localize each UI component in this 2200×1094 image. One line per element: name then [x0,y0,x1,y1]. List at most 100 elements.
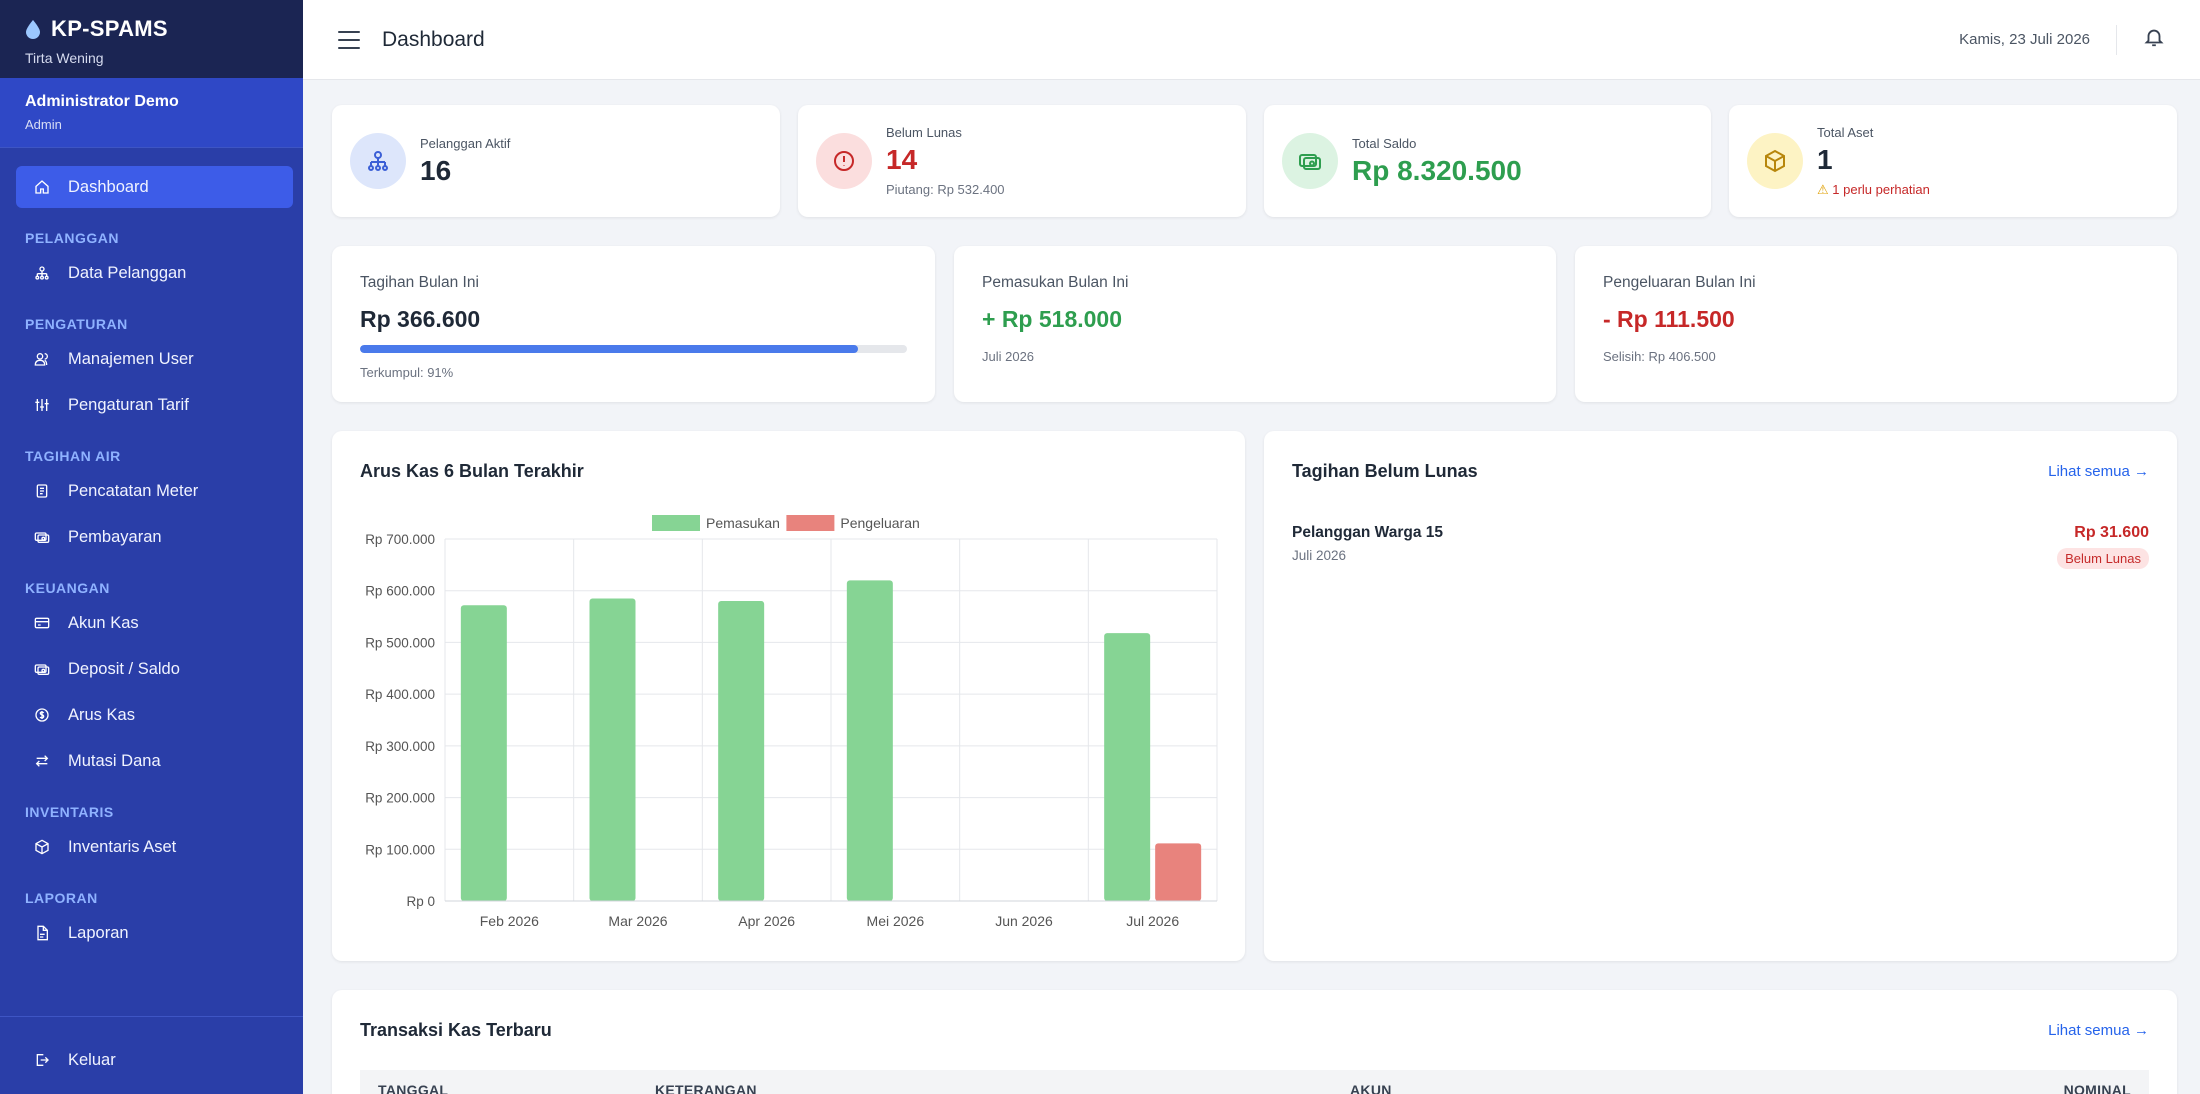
y-tick-label: Rp 700.000 [365,532,435,547]
logout-icon [34,1052,50,1068]
stat-label: Belum Lunas [886,125,962,140]
collection-progress-bar [360,345,907,353]
list-item[interactable]: Pelanggan Warga 15 Juli 2026 Rp 31.600 B… [1292,524,2149,569]
sidebar-item-deposit[interactable]: Deposit / Saldo [16,648,293,690]
y-tick-label: Rp 300.000 [365,739,435,754]
home-icon [34,179,50,195]
nav-section-laporan: LAPORAN [25,890,98,906]
nav-section-keuangan: KEUANGAN [25,580,110,596]
sidebar: KP-SPAMS Tirta Wening Administrator Demo… [0,0,303,1094]
sidebar-item-dashboard[interactable]: Dashboard [16,166,293,208]
cash-icon [34,529,50,545]
stat-label: Pelanggan Aktif [420,135,511,151]
logout-button[interactable]: Keluar [16,1039,303,1081]
current-date: Kamis, 23 Juli 2026 [1959,31,2090,48]
sidebar-item-pengaturan-tarif[interactable]: Pengaturan Tarif [16,384,293,426]
bell-icon[interactable] [2143,26,2165,53]
sidebar-item-label: Laporan [68,923,129,942]
sidebar-item-label: Dashboard [68,177,149,196]
chart-title: Arus Kas 6 Bulan Terakhir [360,461,584,481]
sidebar-item-manajemen-user[interactable]: Manajemen User [16,338,293,380]
sidebar-item-label: Akun Kas [68,613,139,632]
warning-text: 1 perlu perhatian [1832,181,1930,197]
users-network-icon [34,265,50,281]
header-divider [2116,24,2117,55]
y-tick-label: Rp 0 [406,894,435,909]
transactions-see-all-link[interactable]: Lihat semua → [2048,1022,2149,1039]
x-tick-label: Feb 2026 [480,913,539,929]
card-tagihan-bulan-ini: Tagihan Bulan Ini Rp 366.600 Terkumpul: … [332,246,935,402]
sidebar-item-label: Pembayaran [68,527,162,546]
sidebar-item-label: Mutasi Dana [68,751,161,770]
brand-title: KP-SPAMS [25,16,278,42]
credit-card-icon [34,615,50,631]
transactions-panel: Transaksi Kas Terbaru Lihat semua → TANG… [332,990,2177,1094]
x-tick-label: Apr 2026 [738,913,795,929]
sidebar-item-label: Deposit / Saldo [68,659,180,678]
bar-pemasukan [846,580,893,901]
transactions-title: Transaksi Kas Terbaru [360,1020,552,1040]
column-header-nominal: NOMINAL [2063,1082,2131,1094]
sidebar-item-inventaris-aset[interactable]: Inventaris Aset [16,826,293,868]
sidebar-item-label: Arus Kas [68,705,135,724]
unpaid-see-all-link[interactable]: Lihat semua → [2048,463,2149,480]
bar-pemasukan [1104,633,1151,901]
stat-label: Total Aset [1817,124,1874,140]
chart-panel: Arus Kas 6 Bulan Terakhir Rp 0 Rp 100.000… [332,431,1245,961]
sidebar-item-label: Manajemen User [68,349,194,368]
stat-value: 1 [1817,143,1833,175]
bar-pemasukan [589,598,636,901]
sidebar-footer: Keluar [0,1016,303,1094]
sidebar-item-data-pelanggan[interactable]: Data Pelanggan [16,252,293,294]
stat-card-aset: Total Aset 1 ⚠ 1 perlu perhatian [1729,105,2177,217]
card-pemasukan-bulan-ini: Pemasukan Bulan Ini + Rp 518.000 Juli 20… [954,246,1556,402]
user-name: Administrator Demo [25,93,179,110]
sidebar-item-pembayaran[interactable]: Pembayaran [16,516,293,558]
bar-pengeluaran [1155,843,1202,901]
sidebar-item-akun-kas[interactable]: Akun Kas [16,602,293,644]
legend-swatch [652,515,700,531]
card-label: Tagihan Bulan Ini [360,274,479,291]
card-label: Pemasukan Bulan Ini [982,274,1129,291]
sidebar-item-arus-kas[interactable]: Arus Kas [16,694,293,736]
stat-value: 14 [886,144,918,175]
stat-card-pelanggan: Pelanggan Aktif 16 [332,105,780,217]
bar-pemasukan [718,601,765,901]
sidebar-item-mutasi-dana[interactable]: Mutasi Dana [16,740,293,782]
y-tick-label: Rp 400.000 [365,687,435,702]
brand: KP-SPAMS Tirta Wening [0,0,303,78]
nav-section-tagihan: TAGIHAN AIR [25,448,121,464]
user-role: Admin [25,117,62,132]
y-tick-label: Rp 100.000 [365,842,435,857]
hamburger-menu-icon[interactable] [338,30,360,49]
sidebar-item-laporan[interactable]: Laporan [16,912,293,954]
unpaid-title: Tagihan Belum Lunas [1292,461,1478,481]
card-pengeluaran-bulan-ini: Pengeluaran Bulan Ini - Rp 111.500 Selis… [1575,246,2177,402]
bill-period: Juli 2026 [1292,548,1347,563]
legend-swatch [786,515,835,531]
document-icon [34,925,50,941]
card-value: Rp 366.600 [360,306,481,332]
user-group-icon [34,351,50,367]
column-header-tanggal: TANGGAL [378,1082,449,1094]
page-title: Dashboard [382,27,485,51]
card-value: - Rp 111.500 [1603,306,1735,332]
sidebar-nav: Dashboard PELANGGAN Data Pelanggan PENGA… [0,148,303,1016]
sidebar-item-pencatatan-meter[interactable]: Pencatatan Meter [16,470,293,512]
stat-value: Rp 8.320.500 [1352,154,1522,186]
sidebar-item-label: Pengaturan Tarif [68,395,189,414]
cash-stack-icon [34,661,50,677]
water-drop-icon [26,20,40,39]
stat-label: Total Saldo [1352,135,1417,151]
card-note: Terkumpul: 91% [360,365,454,380]
column-header-akun: AKUN [1350,1082,1392,1094]
clipboard-icon [34,483,50,499]
x-tick-label: Jul 2026 [1126,913,1179,929]
sidebar-item-label: Data Pelanggan [68,263,187,282]
y-tick-label: Rp 200.000 [365,791,435,806]
stat-card-saldo: Total Saldo Rp 8.320.500 [1264,105,1711,217]
customer-name: Pelanggan Warga 15 [1292,524,1444,541]
card-note: Selisih: Rp 406.500 [1603,349,1716,364]
x-tick-label: Mar 2026 [608,913,667,929]
sidebar-item-label: Inventaris Aset [68,837,177,856]
